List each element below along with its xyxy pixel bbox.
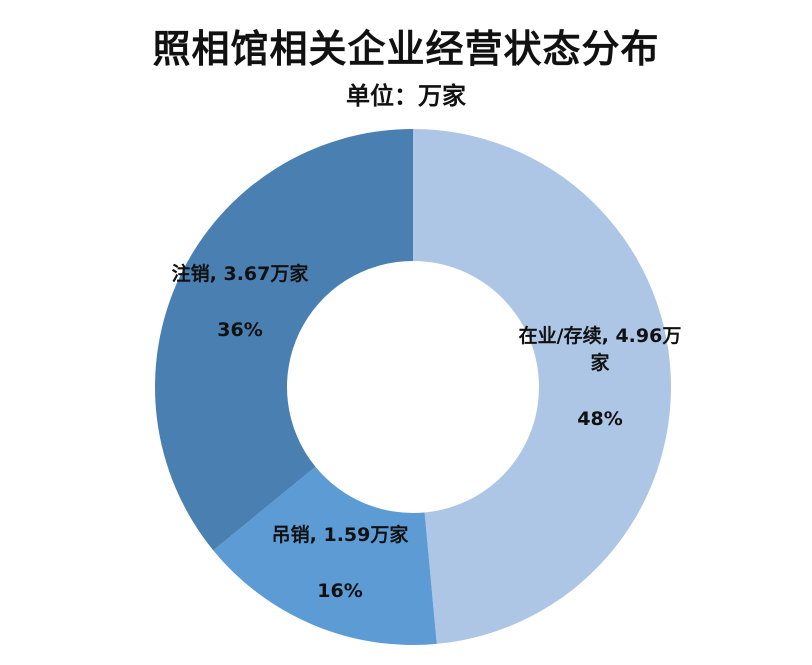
slice-percent-2: 16% — [317, 580, 362, 602]
chart-title: 照相馆相关企业经营状态分布 — [152, 27, 660, 71]
slice-label-3: 注销, 3.67万家 — [172, 262, 310, 285]
chart-subtitle: 单位：万家 — [346, 82, 466, 110]
slice-label-2: 吊销, 1.59万家 — [272, 523, 410, 546]
pie-slice-3 — [155, 129, 414, 551]
pie-slice-2 — [213, 466, 437, 645]
slice-percent-3: 36% — [217, 319, 262, 341]
pie-slice-1 — [413, 129, 672, 644]
slice-percent-1: 48% — [577, 408, 622, 430]
slice-label-1: 在业/存续, 4.96万家 — [519, 324, 682, 374]
